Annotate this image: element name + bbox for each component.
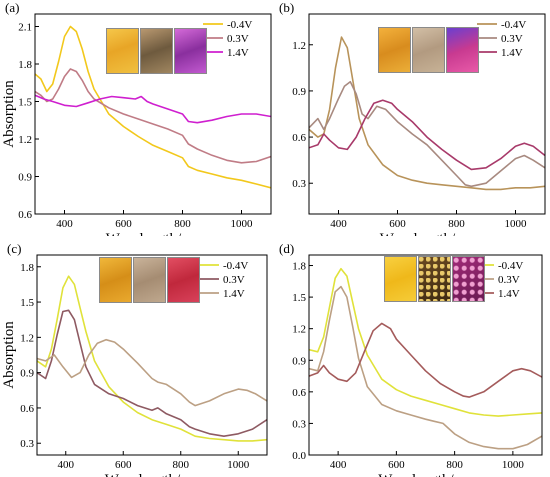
legend-label: 1.4V bbox=[227, 47, 249, 59]
x-axis-label: Wavelength/nm bbox=[105, 472, 200, 477]
y-tick-label: 1.2 bbox=[20, 332, 34, 344]
photo-brown bbox=[140, 28, 173, 74]
y-tick-label: 1.8 bbox=[20, 262, 34, 274]
series-line-0 bbox=[309, 36, 545, 191]
legend-label: 0.3V bbox=[227, 33, 249, 45]
series-line-0 bbox=[309, 267, 542, 417]
legend-label: -0.4V bbox=[501, 19, 526, 31]
y-tick-label: 0.6 bbox=[20, 403, 34, 415]
legend-label: -0.4V bbox=[227, 19, 252, 31]
legend-label: 1.4V bbox=[498, 288, 520, 300]
x-tick-label: 400 bbox=[330, 459, 347, 471]
x-axis-label: Wavelength/nm bbox=[378, 472, 473, 477]
plot-frame bbox=[36, 254, 268, 456]
plot-frame bbox=[308, 254, 543, 456]
x-tick-label: 400 bbox=[58, 459, 75, 471]
x-tick-label: 800 bbox=[446, 459, 463, 471]
photo-orange bbox=[378, 27, 411, 73]
y-tick-label: 1.2 bbox=[18, 134, 32, 146]
x-tick-label: 1000 bbox=[502, 459, 525, 471]
photo-amber bbox=[99, 257, 132, 303]
x-tick-label: 400 bbox=[330, 218, 347, 230]
photo-speckle bbox=[418, 256, 451, 302]
panel-d: 400 600 800 1000 0.0 0.3 0.6 0.9 1.2 1.5 1.8 Wavele… bbox=[279, 241, 543, 477]
series-line-0 bbox=[37, 275, 267, 442]
y-tick-label: 0.9 bbox=[20, 368, 34, 380]
photo-purple bbox=[174, 28, 207, 74]
y-tick-label: 1.2 bbox=[292, 40, 306, 52]
panel-b: 400 600 800 1000 0.3 0.6 0.9 1.2 Wavelength/nm (b… bbox=[279, 0, 546, 236]
series-line-2 bbox=[35, 94, 271, 124]
series-line-2 bbox=[309, 322, 542, 398]
y-tick-label: 2.1 bbox=[18, 22, 32, 34]
series-line-1 bbox=[37, 309, 267, 437]
photo-violet bbox=[446, 27, 479, 73]
y-tick-label: 0.9 bbox=[292, 86, 306, 98]
series-line-2 bbox=[37, 338, 267, 407]
legend-label: -0.4V bbox=[498, 260, 523, 272]
photo-sand bbox=[133, 257, 166, 303]
photo-pink bbox=[452, 256, 485, 302]
series-line-2 bbox=[309, 99, 545, 171]
series-line-0 bbox=[35, 25, 271, 189]
x-tick-label: 800 bbox=[174, 218, 191, 230]
y-axis-label: Absorption bbox=[1, 321, 17, 389]
series-line-1 bbox=[309, 285, 542, 450]
photo-beige bbox=[412, 27, 445, 73]
x-tick-label: 600 bbox=[115, 459, 132, 471]
y-axis-label: Absorption bbox=[1, 80, 17, 148]
y-tick-label: 0.9 bbox=[18, 172, 32, 184]
y-tick-label: 1.5 bbox=[20, 297, 34, 309]
plot-frame bbox=[308, 13, 546, 215]
y-tick-label: 0.3 bbox=[20, 438, 34, 450]
legend-label: 0.3V bbox=[501, 33, 523, 45]
y-tick-label: 0.9 bbox=[292, 355, 306, 367]
y-tick-label: 0.3 bbox=[292, 178, 306, 190]
photo-yellow bbox=[106, 28, 139, 74]
x-tick-label: 800 bbox=[448, 218, 465, 230]
series-line-1 bbox=[35, 68, 271, 164]
x-axis-label: Wavelength/nm bbox=[106, 231, 201, 236]
x-tick-label: 600 bbox=[388, 459, 405, 471]
x-tick-label: 1000 bbox=[227, 459, 250, 471]
legend-label: -0.4V bbox=[223, 260, 248, 272]
panel-label: (a) bbox=[5, 0, 19, 15]
y-tick-label: 0.6 bbox=[18, 209, 32, 221]
legend-label: 0.3V bbox=[498, 274, 520, 286]
y-tick-label: 0.6 bbox=[292, 387, 306, 399]
panel-a: 400 600 800 1000 0.6 0.9 1.2 1.5 1.8 2.1 Wavelengt… bbox=[1, 0, 272, 236]
photo-red bbox=[167, 257, 200, 303]
x-axis-label: Wavelength/nm bbox=[380, 231, 475, 236]
x-tick-label: 400 bbox=[56, 218, 73, 230]
x-tick-label: 600 bbox=[115, 218, 132, 230]
legend-label: 0.3V bbox=[223, 274, 245, 286]
y-tick-label: 1.8 bbox=[18, 59, 32, 71]
panel-label: (b) bbox=[279, 0, 294, 15]
x-tick-label: 1000 bbox=[505, 218, 528, 230]
x-tick-label: 800 bbox=[173, 459, 190, 471]
x-tick-label: 600 bbox=[389, 218, 406, 230]
legend-label: 1.4V bbox=[501, 47, 523, 59]
y-tick-label: 1.8 bbox=[292, 261, 306, 273]
y-tick-label: 1.2 bbox=[292, 324, 306, 336]
series-line-1 bbox=[309, 80, 545, 188]
panel-label: (c) bbox=[7, 241, 21, 256]
y-tick-label: 0.3 bbox=[292, 418, 306, 430]
y-tick-label: 0.6 bbox=[292, 132, 306, 144]
x-tick-label: 1000 bbox=[231, 218, 254, 230]
photo-gold bbox=[384, 256, 417, 302]
panel-c: 400 600 800 1000 0.3 0.6 0.9 1.2 1.5 1.8 Wavelengt… bbox=[1, 241, 268, 477]
y-tick-label: 0.0 bbox=[292, 450, 306, 462]
legend-label: 1.4V bbox=[223, 288, 245, 300]
y-tick-label: 1.5 bbox=[18, 97, 32, 109]
y-tick-label: 1.5 bbox=[292, 292, 306, 304]
panel-label: (d) bbox=[279, 241, 294, 256]
plot-frame bbox=[34, 13, 272, 215]
